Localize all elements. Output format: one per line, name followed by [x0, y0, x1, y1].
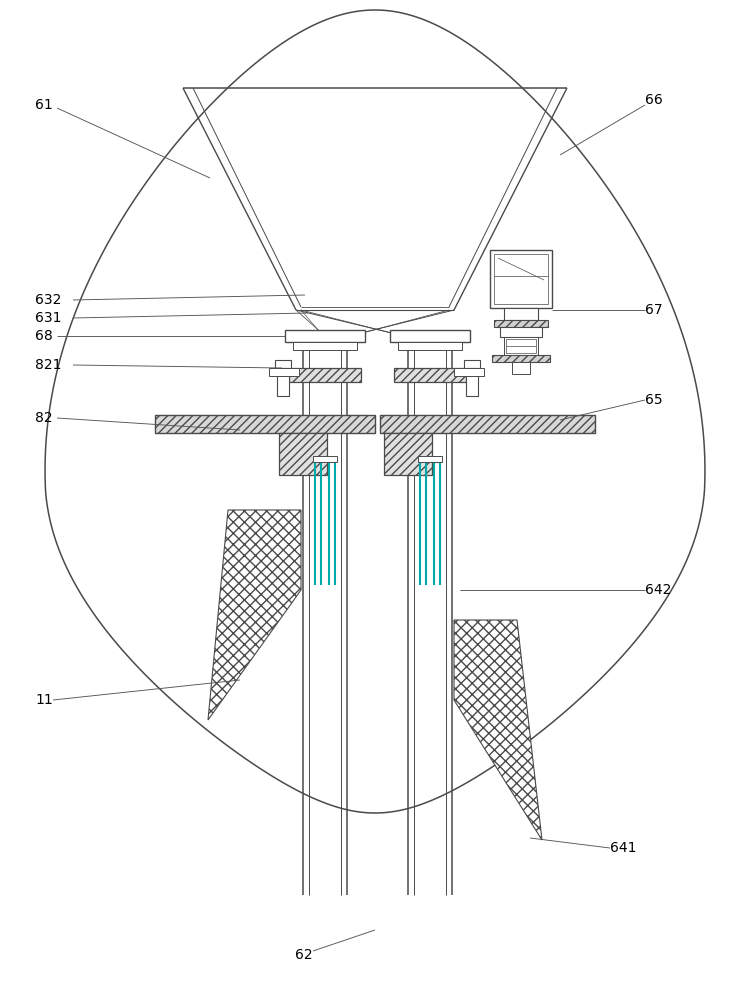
Bar — [466, 368, 478, 396]
Text: 821: 821 — [35, 358, 62, 372]
Bar — [454, 368, 484, 376]
Bar — [293, 342, 357, 350]
Bar — [490, 250, 552, 308]
Bar — [494, 320, 548, 327]
Bar — [155, 415, 375, 433]
Text: 641: 641 — [610, 841, 637, 855]
Bar — [512, 362, 530, 374]
Text: 67: 67 — [645, 303, 663, 317]
Text: 632: 632 — [35, 293, 62, 307]
Text: 11: 11 — [35, 693, 52, 707]
Bar — [384, 433, 432, 475]
Bar — [504, 308, 538, 320]
Bar — [418, 456, 442, 462]
Bar — [313, 456, 337, 462]
Polygon shape — [454, 620, 542, 840]
Bar — [279, 433, 327, 475]
Text: 631: 631 — [35, 311, 62, 325]
Text: 68: 68 — [35, 329, 52, 343]
Text: 62: 62 — [295, 948, 313, 962]
Bar — [277, 368, 289, 396]
Text: 61: 61 — [35, 98, 52, 112]
Bar — [269, 368, 299, 376]
Bar — [289, 368, 361, 382]
Bar — [275, 360, 291, 368]
Bar — [285, 330, 365, 342]
Bar — [394, 368, 466, 382]
Text: 82: 82 — [35, 411, 52, 425]
Text: 642: 642 — [645, 583, 671, 597]
Bar — [464, 360, 480, 368]
Bar — [390, 330, 470, 342]
Bar — [492, 355, 550, 362]
Bar — [500, 327, 542, 337]
Polygon shape — [208, 510, 301, 720]
Text: 66: 66 — [645, 93, 663, 107]
Bar — [494, 254, 548, 304]
Bar — [506, 339, 536, 353]
Polygon shape — [45, 10, 705, 813]
Bar — [398, 342, 462, 350]
Bar — [504, 337, 538, 355]
Bar — [380, 415, 595, 433]
Text: 65: 65 — [645, 393, 663, 407]
